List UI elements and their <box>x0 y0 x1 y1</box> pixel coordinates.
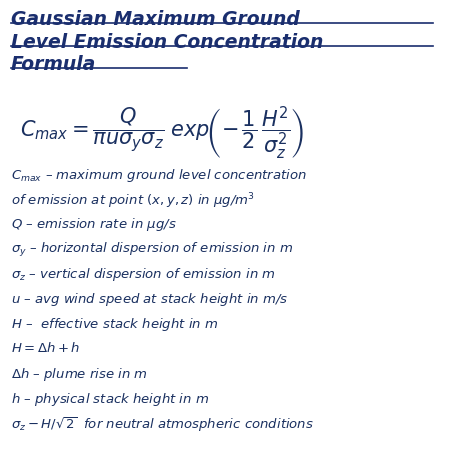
Text: $Q$ – emission rate in μg/s: $Q$ – emission rate in μg/s <box>11 216 177 233</box>
Text: $\Delta h$ – plume rise in m: $\Delta h$ – plume rise in m <box>11 365 148 382</box>
Text: $C_{max} = \dfrac{Q}{\pi u \sigma_y \sigma_z} \; exp\!\left(-\,\dfrac{1}{2}\,\df: $C_{max} = \dfrac{Q}{\pi u \sigma_y \sig… <box>20 105 304 161</box>
Text: $\sigma_z$ – vertical dispersion of emission in m: $\sigma_z$ – vertical dispersion of emis… <box>11 266 276 283</box>
Text: $\sigma_y$ – horizontal dispersion of emission in m: $\sigma_y$ – horizontal dispersion of em… <box>11 241 293 259</box>
Text: Formula: Formula <box>11 55 96 74</box>
Text: Gaussian Maximum Ground: Gaussian Maximum Ground <box>11 10 299 29</box>
Text: $H = \Delta h + h$: $H = \Delta h + h$ <box>11 340 80 354</box>
Text: $u$ – avg wind speed at stack height in m/s: $u$ – avg wind speed at stack height in … <box>11 290 288 308</box>
Text: of emission at point $(x, y, z)$ in μg/m$^3$: of emission at point $(x, y, z)$ in μg/m… <box>11 191 255 211</box>
Text: $h$ – physical stack height in m: $h$ – physical stack height in m <box>11 390 209 407</box>
Text: $\sigma_z - H/\sqrt{2}\;$ for neutral atmospheric conditions: $\sigma_z - H/\sqrt{2}\;$ for neutral at… <box>11 414 314 433</box>
Text: $C_{max}$ – maximum ground level concentration: $C_{max}$ – maximum ground level concent… <box>11 166 306 184</box>
Text: $H$ –  effective stack height in m: $H$ – effective stack height in m <box>11 315 218 332</box>
Text: Level Emission Concentration: Level Emission Concentration <box>11 32 323 51</box>
